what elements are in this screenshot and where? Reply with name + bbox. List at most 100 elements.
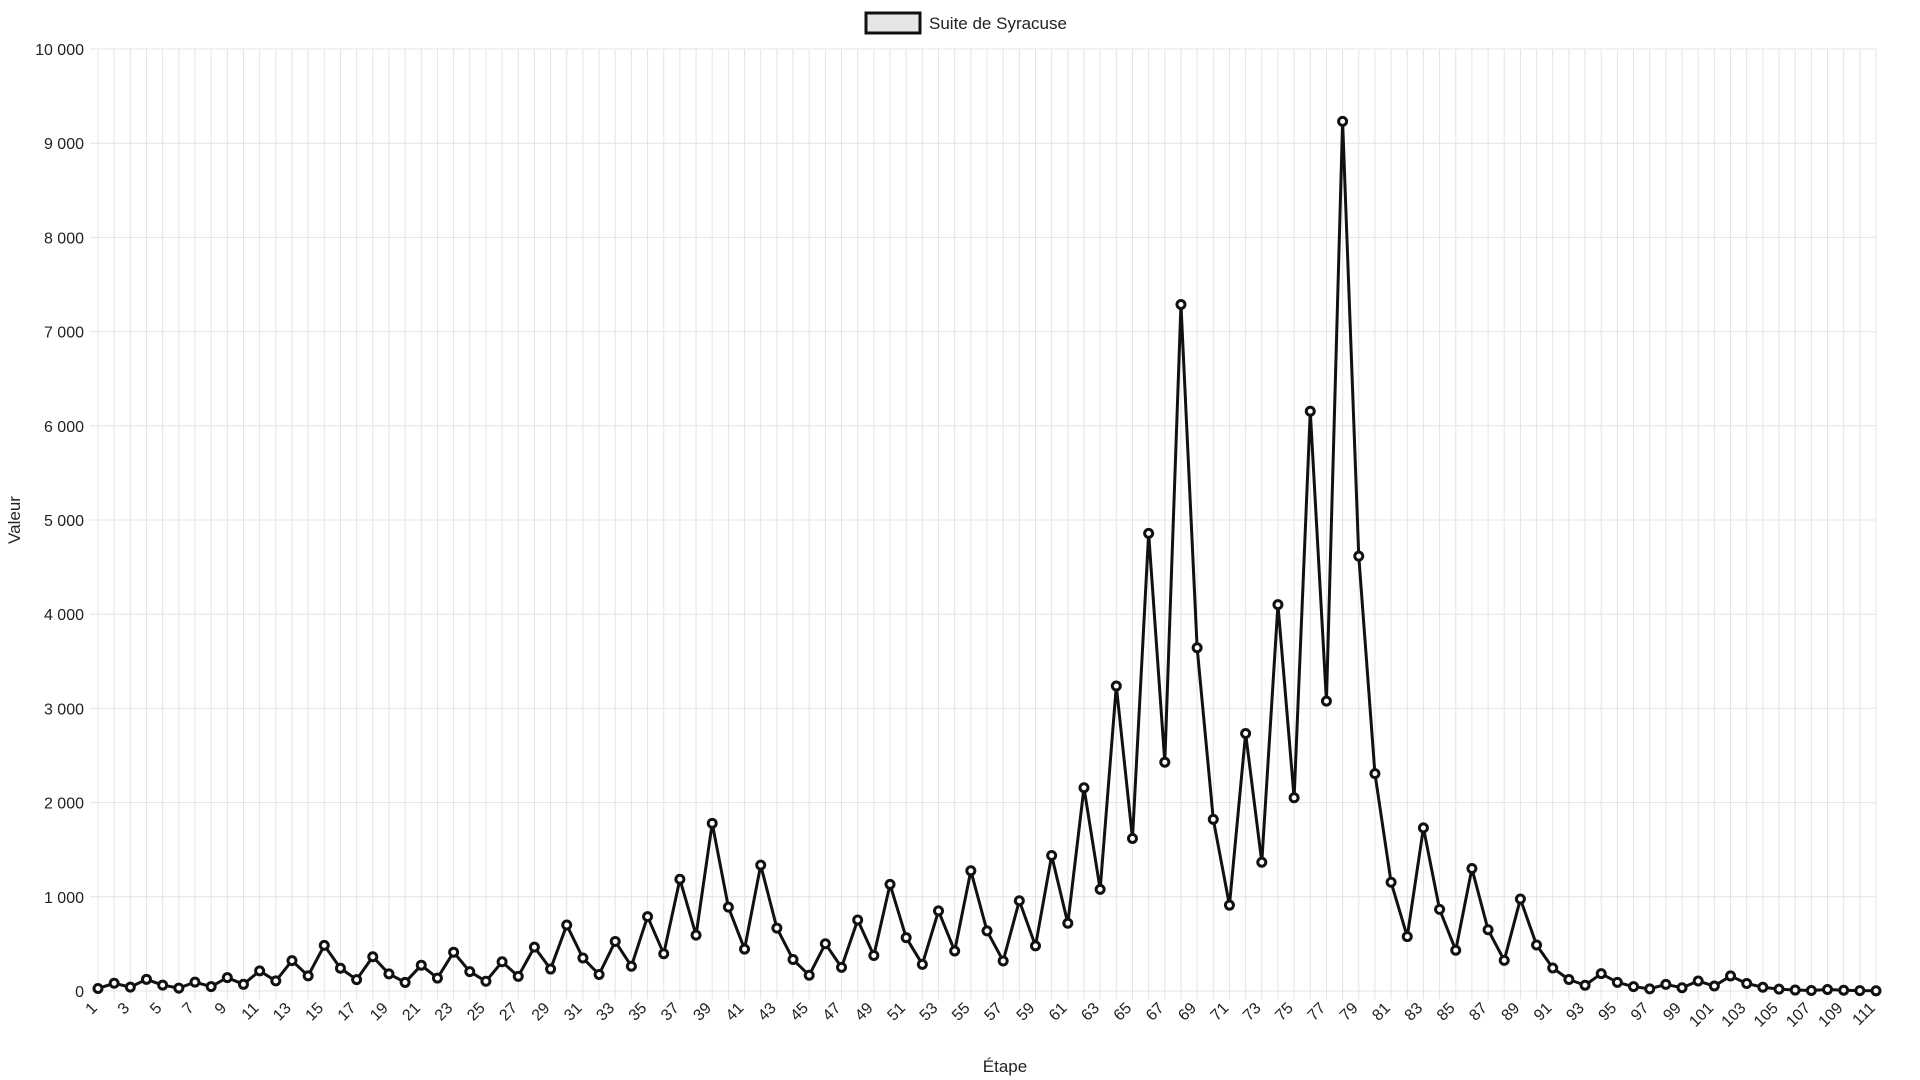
data-point[interactable] — [609, 935, 621, 947]
data-point[interactable] — [1660, 978, 1672, 990]
data-point[interactable] — [1611, 976, 1623, 988]
data-point[interactable] — [1175, 298, 1187, 310]
data-point[interactable] — [706, 817, 718, 829]
data-point[interactable] — [803, 969, 815, 981]
data-point[interactable] — [625, 960, 637, 972]
data-point[interactable] — [593, 969, 605, 981]
data-point[interactable] — [1417, 822, 1429, 834]
data-point[interactable] — [1240, 727, 1252, 739]
data-point[interactable] — [189, 976, 201, 988]
data-point[interactable] — [1353, 550, 1365, 562]
data-point[interactable] — [1401, 931, 1413, 943]
data-point[interactable] — [221, 972, 233, 984]
data-point[interactable] — [1191, 642, 1203, 654]
data-point[interactable] — [1337, 115, 1349, 127]
data-point[interactable] — [642, 911, 654, 923]
data-point[interactable] — [157, 979, 169, 991]
data-point[interactable] — [739, 943, 751, 955]
data-point[interactable] — [205, 981, 217, 993]
data-point[interactable] — [1482, 924, 1494, 936]
data-point[interactable] — [351, 974, 363, 986]
data-point[interactable] — [965, 865, 977, 877]
data-point[interactable] — [819, 938, 831, 950]
data-point[interactable] — [399, 976, 411, 988]
data-point[interactable] — [464, 966, 476, 978]
data-point[interactable] — [1434, 903, 1446, 915]
data-point[interactable] — [140, 973, 152, 985]
data-point[interactable] — [1450, 944, 1462, 956]
data-point[interactable] — [1385, 876, 1397, 888]
data-point[interactable] — [237, 978, 249, 990]
data-point[interactable] — [1062, 917, 1074, 929]
data-point[interactable] — [1838, 984, 1850, 996]
data-point[interactable] — [997, 955, 1009, 967]
data-point[interactable] — [1126, 832, 1138, 844]
data-point[interactable] — [1757, 981, 1769, 993]
data-point[interactable] — [1708, 980, 1720, 992]
data-point[interactable] — [949, 945, 961, 957]
data-point[interactable] — [1822, 983, 1834, 995]
data-point[interactable] — [1676, 982, 1688, 994]
data-point[interactable] — [1159, 756, 1171, 768]
data-point[interactable] — [1531, 939, 1543, 951]
data-point[interactable] — [916, 958, 928, 970]
data-point[interactable] — [1207, 813, 1219, 825]
data-point[interactable] — [383, 968, 395, 980]
data-point[interactable] — [1029, 940, 1041, 952]
data-point[interactable] — [1628, 981, 1640, 993]
data-point[interactable] — [1514, 893, 1526, 905]
data-point[interactable] — [1773, 983, 1785, 995]
data-point[interactable] — [124, 981, 136, 993]
data-point[interactable] — [787, 954, 799, 966]
data-point[interactable] — [722, 901, 734, 913]
data-point[interactable] — [1369, 768, 1381, 780]
data-point[interactable] — [1644, 983, 1656, 995]
data-point[interactable] — [690, 929, 702, 941]
legend[interactable]: Suite de Syracuse — [864, 11, 1067, 35]
data-point[interactable] — [1272, 599, 1284, 611]
data-point[interactable] — [302, 970, 314, 982]
data-point[interactable] — [1498, 954, 1510, 966]
data-point[interactable] — [545, 963, 557, 975]
data-point[interactable] — [334, 962, 346, 974]
data-point[interactable] — [480, 975, 492, 987]
data-point[interactable] — [1789, 984, 1801, 996]
data-point[interactable] — [270, 975, 282, 987]
data-point[interactable] — [658, 948, 670, 960]
data-point[interactable] — [286, 955, 298, 967]
data-point[interactable] — [1466, 863, 1478, 875]
data-point[interactable] — [1223, 899, 1235, 911]
data-point[interactable] — [1304, 405, 1316, 417]
data-point[interactable] — [496, 956, 508, 968]
data-point[interactable] — [1692, 975, 1704, 987]
data-point[interactable] — [173, 982, 185, 994]
data-point[interactable] — [92, 982, 104, 994]
data-point[interactable] — [1741, 977, 1753, 989]
data-point[interactable] — [1078, 782, 1090, 794]
data-point[interactable] — [431, 972, 443, 984]
data-point[interactable] — [415, 959, 427, 971]
data-point[interactable] — [852, 914, 864, 926]
data-point[interactable] — [448, 946, 460, 958]
data-point[interactable] — [868, 949, 880, 961]
data-point[interactable] — [577, 952, 589, 964]
data-point[interactable] — [1320, 695, 1332, 707]
data-point[interactable] — [1579, 979, 1591, 991]
data-point[interactable] — [561, 919, 573, 931]
data-point[interactable] — [1143, 527, 1155, 539]
data-point[interactable] — [1288, 792, 1300, 804]
data-point[interactable] — [1854, 985, 1866, 997]
data-point[interactable] — [1046, 850, 1058, 862]
data-point[interactable] — [1094, 883, 1106, 895]
data-point[interactable] — [512, 970, 524, 982]
data-point[interactable] — [1870, 985, 1882, 997]
data-point[interactable] — [900, 932, 912, 944]
data-point[interactable] — [1725, 970, 1737, 982]
data-point[interactable] — [674, 873, 686, 885]
data-point[interactable] — [318, 939, 330, 951]
data-point[interactable] — [981, 925, 993, 937]
data-point[interactable] — [1256, 856, 1268, 868]
data-point[interactable] — [1013, 895, 1025, 907]
data-point[interactable] — [933, 905, 945, 917]
data-point[interactable] — [1595, 968, 1607, 980]
